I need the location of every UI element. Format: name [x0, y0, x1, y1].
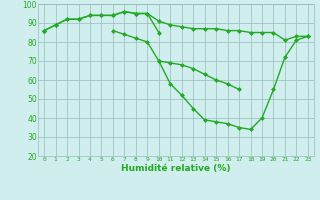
- X-axis label: Humidité relative (%): Humidité relative (%): [121, 164, 231, 173]
